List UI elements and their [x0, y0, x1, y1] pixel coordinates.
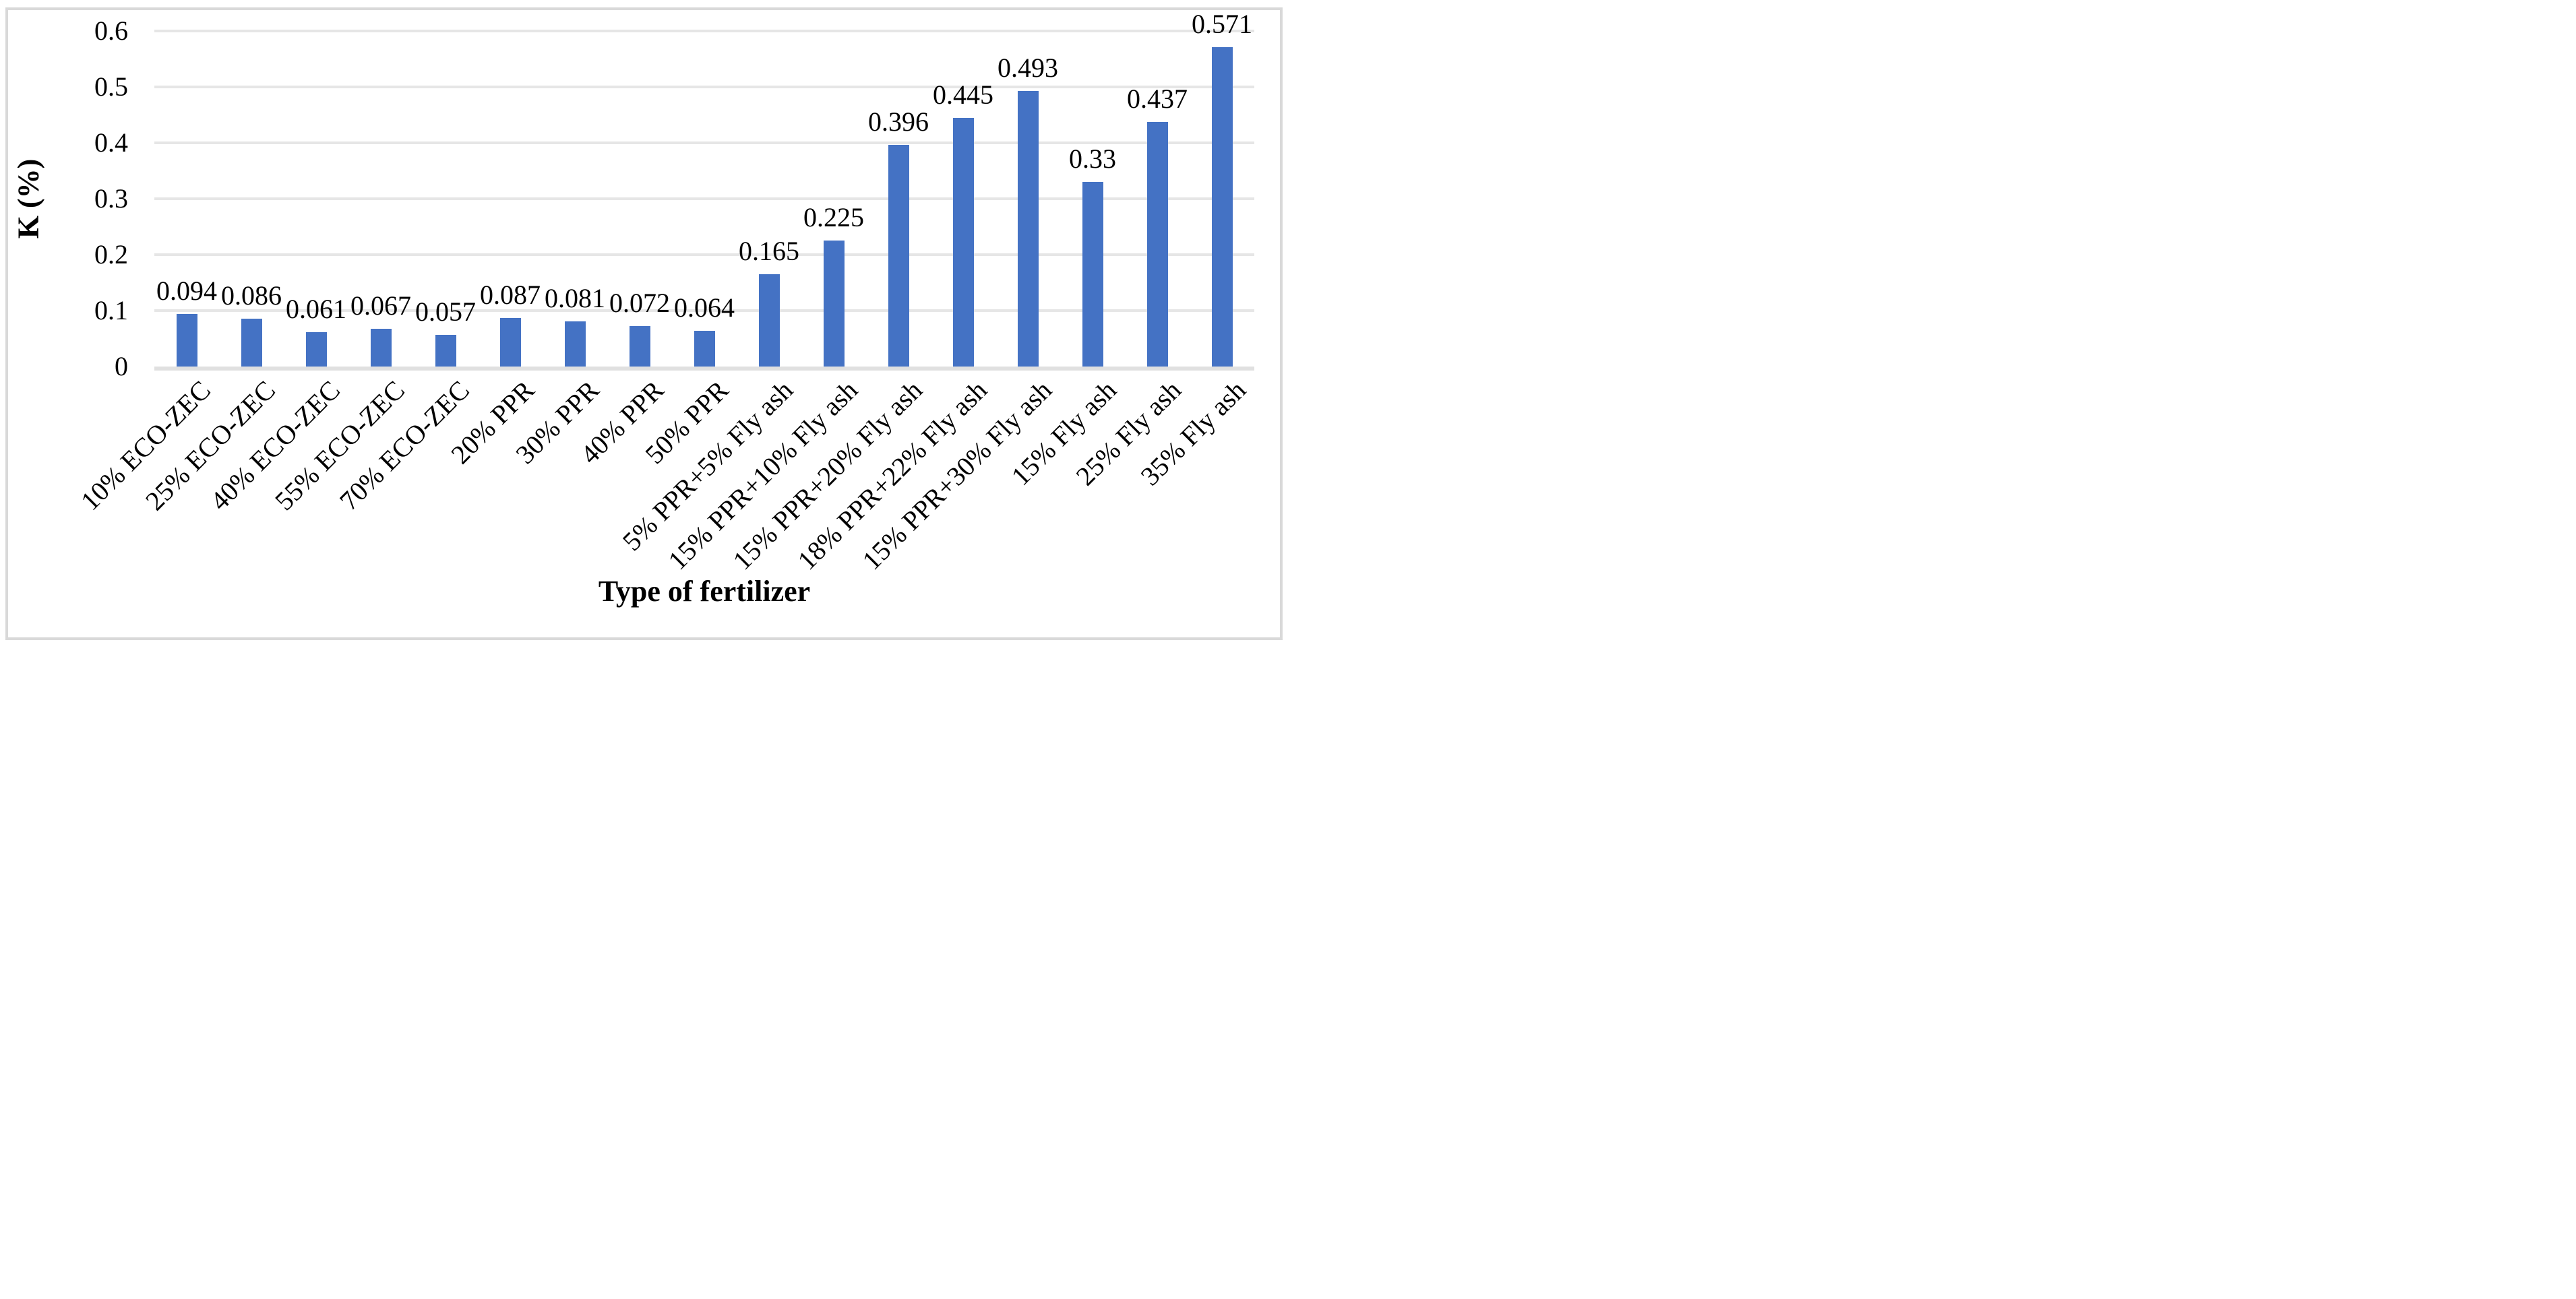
gridline: [154, 141, 1254, 144]
gridline: [154, 86, 1254, 88]
bar: [952, 117, 974, 367]
bar: [823, 241, 845, 367]
y-tick-label: 0.6: [94, 15, 128, 46]
bar: [1146, 122, 1168, 367]
y-tick-label: 0.1: [94, 295, 128, 325]
x-axis-title: Type of fertilizer: [598, 575, 811, 608]
bar: [370, 329, 392, 367]
x-axis-line: [154, 367, 1254, 371]
y-tick-label: 0.2: [94, 239, 128, 270]
bar: [435, 334, 456, 367]
bar-value-label: 0.064: [674, 292, 735, 323]
chart-frame: [5, 7, 1283, 640]
bar-value-label: 0.571: [1192, 9, 1252, 40]
bar: [1017, 90, 1039, 367]
bar: [176, 313, 197, 367]
bar-value-label: 0.165: [739, 236, 799, 267]
bar-value-label: 0.33: [1069, 144, 1116, 175]
bar-value-label: 0.445: [933, 79, 993, 110]
bar-value-label: 0.493: [998, 52, 1058, 83]
bar: [1082, 182, 1103, 367]
bar-value-label: 0.057: [415, 296, 476, 327]
bar: [1211, 47, 1233, 367]
bar: [758, 274, 780, 367]
bar: [888, 145, 909, 367]
gridline: [154, 309, 1254, 312]
bar: [499, 317, 521, 367]
bar: [241, 318, 262, 367]
chart: K (%) 0 0.1 0.2 0.3 0.4 0.5 0.6 0.094 0.086 0.06…: [0, 0, 1288, 650]
bar-value-label: 0.225: [803, 202, 864, 233]
bar-value-label: 0.437: [1127, 84, 1188, 115]
bar-value-label: 0.061: [286, 294, 346, 325]
gridline: [154, 30, 1254, 32]
bar-value-label: 0.094: [156, 275, 217, 306]
y-tick-label: 0.5: [94, 71, 128, 102]
bar-value-label: 0.086: [221, 280, 282, 311]
bar-value-label: 0.067: [350, 290, 411, 321]
bar-value-label: 0.072: [609, 288, 670, 319]
y-tick-label: 0.3: [94, 183, 128, 214]
gridline: [154, 253, 1254, 256]
bar-value-label: 0.396: [868, 106, 929, 137]
bar: [694, 330, 715, 367]
bar: [564, 321, 586, 367]
bar: [305, 332, 327, 367]
bar-value-label: 0.087: [480, 279, 541, 310]
gridline: [154, 197, 1254, 200]
y-tick-label: 0.4: [94, 127, 128, 158]
bar: [629, 326, 650, 367]
bar-value-label: 0.081: [545, 282, 605, 313]
y-tick-label: 0: [115, 351, 128, 381]
